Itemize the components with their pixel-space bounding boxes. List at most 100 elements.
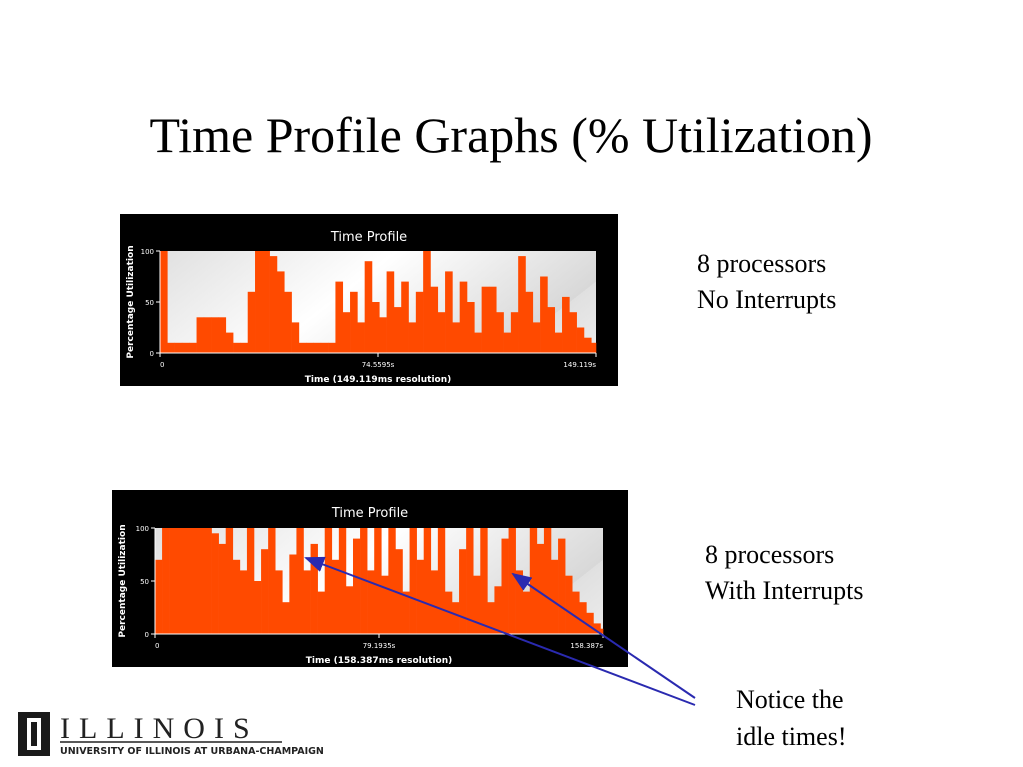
utilization-bar xyxy=(480,528,488,634)
y-axis-label: Percentage Utilization xyxy=(118,524,128,637)
logo-i-core xyxy=(31,722,37,746)
utilization-bar xyxy=(284,291,292,353)
utilization-bar xyxy=(374,528,382,634)
utilization-bar xyxy=(247,291,256,353)
chart: Time Profile Percentage Utilization Time (… xyxy=(112,490,628,667)
arrow xyxy=(511,572,696,699)
utilization-bar xyxy=(345,586,354,634)
utilization-bar xyxy=(275,570,283,634)
utilization-bar xyxy=(494,586,502,634)
utilization-bar xyxy=(579,602,587,634)
utilization-bar xyxy=(371,302,380,353)
x-tick-label: 74.5595s xyxy=(362,361,395,369)
utilization-bar xyxy=(593,623,601,634)
utilization-bar xyxy=(381,575,389,634)
callout: idle times! xyxy=(736,722,846,751)
x-tick-label: 0 xyxy=(155,642,159,650)
utilization-bar xyxy=(181,342,190,353)
utilization-bar xyxy=(487,602,495,634)
utilization-bar xyxy=(550,559,559,634)
utilization-bar xyxy=(338,528,347,634)
utilization-bar xyxy=(225,528,234,634)
utilization-bar xyxy=(401,281,409,353)
utilization-bar xyxy=(393,307,402,353)
utilization-bar xyxy=(262,251,270,353)
utilization-bar xyxy=(474,332,482,353)
utilization-bar xyxy=(306,342,314,353)
utilization-bar xyxy=(459,281,468,353)
utilization-bar xyxy=(430,286,439,353)
utilization-bar xyxy=(445,271,453,353)
utilization-bar xyxy=(317,591,326,634)
logo: ILLINOIS UNIVERSITY OF ILLINOIS AT URBAN… xyxy=(18,712,324,757)
utilization-bar xyxy=(540,276,548,353)
utilization-bar xyxy=(289,554,297,634)
utilization-bar xyxy=(600,628,604,634)
utilization-bar xyxy=(291,322,300,353)
utilization-bar xyxy=(253,581,262,634)
y-tick-label: 100 xyxy=(141,248,154,256)
utilization-bar xyxy=(367,570,375,634)
utilization-bar xyxy=(459,549,467,634)
utilization-bar xyxy=(576,327,585,353)
utilization-bar xyxy=(268,528,276,634)
utilization-bar xyxy=(298,342,307,353)
utilization-bar xyxy=(232,559,241,634)
x-tick-label: 149.119s xyxy=(563,361,596,369)
utilization-bar xyxy=(415,291,424,353)
utilization-bar xyxy=(409,528,417,634)
y-tick-label: 0 xyxy=(145,631,149,639)
utilization-bar xyxy=(451,602,460,634)
note: With Interrupts xyxy=(705,576,864,605)
utilization-bar xyxy=(203,317,212,353)
utilization-bar xyxy=(554,332,563,353)
utilization-bar xyxy=(569,312,577,353)
utilization-bar xyxy=(233,342,241,353)
utilization-bar xyxy=(488,286,497,353)
utilization-bar xyxy=(169,528,177,634)
utilization-bar xyxy=(583,337,592,353)
chart-title: Time Profile xyxy=(330,230,407,245)
utilization-bar xyxy=(508,528,516,634)
utilization-bar xyxy=(518,256,526,353)
utilization-bar xyxy=(360,528,368,634)
utilization-bar xyxy=(386,271,395,353)
utilization-bar xyxy=(342,312,351,353)
utilization-bar xyxy=(395,549,403,634)
utilization-bar xyxy=(255,251,263,353)
utilization-bar xyxy=(388,528,396,634)
utilization-bar xyxy=(591,342,597,353)
note: 8 processors xyxy=(705,540,834,569)
utilization-bar xyxy=(364,261,373,353)
utilization-bar xyxy=(197,528,205,634)
utilization-bar xyxy=(543,528,552,634)
utilization-bar xyxy=(357,322,365,353)
utilization-bar xyxy=(239,570,248,634)
x-axis-label: Time (149.119ms resolution) xyxy=(305,375,451,385)
y-tick-label: 0 xyxy=(150,350,154,358)
utilization-bar xyxy=(565,575,573,634)
utilization-bar xyxy=(510,312,519,353)
note: 8 processors xyxy=(697,249,826,278)
utilization-bar xyxy=(430,570,439,634)
utilization-bar xyxy=(160,251,168,353)
utilization-bar xyxy=(276,271,285,353)
slide-title: Time Profile Graphs (% Utilization) xyxy=(149,107,872,163)
utilization-bar xyxy=(522,591,531,634)
utilization-bar xyxy=(558,538,566,634)
logo-subtitle: UNIVERSITY OF ILLINOIS AT URBANA-CHAMPAI… xyxy=(60,746,324,757)
utilization-bar xyxy=(218,543,227,634)
utilization-bar xyxy=(515,570,524,634)
y-tick-label: 100 xyxy=(136,525,149,533)
utilization-bar xyxy=(437,528,446,634)
utilization-bar xyxy=(452,322,460,353)
utilization-bar xyxy=(225,332,234,353)
note: No Interrupts xyxy=(697,285,836,314)
utilization-bar xyxy=(310,543,318,634)
x-tick-label: 0 xyxy=(160,361,164,369)
utilization-bar xyxy=(196,317,205,353)
utilization-bar xyxy=(313,342,322,353)
utilization-bar xyxy=(496,312,504,353)
utilization-bar xyxy=(174,342,183,353)
